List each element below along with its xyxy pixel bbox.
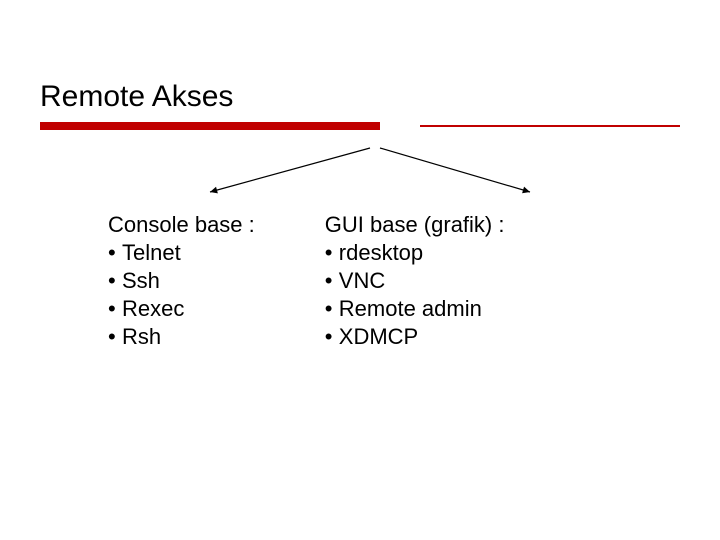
left-column-heading: Console base :: [108, 212, 255, 238]
title-underline: [40, 122, 680, 132]
list-item-label: Rexec: [122, 296, 184, 321]
right-column-heading: GUI base (grafik) :: [325, 212, 505, 238]
list-item: •Rsh: [108, 324, 255, 350]
list-item: •Ssh: [108, 268, 255, 294]
list-item-label: rdesktop: [339, 240, 423, 265]
list-item-label: Remote admin: [339, 296, 482, 321]
right-column: GUI base (grafik) : •rdesktop •VNC •Remo…: [325, 212, 505, 352]
columns: Console base : •Telnet •Ssh •Rexec •Rsh …: [40, 212, 680, 352]
underline-thick-bar: [40, 122, 380, 130]
list-item-label: Rsh: [122, 324, 161, 349]
list-item: •Rexec: [108, 296, 255, 322]
branch-arrows: [40, 142, 680, 202]
list-item-label: VNC: [339, 268, 385, 293]
list-item: •XDMCP: [325, 324, 505, 350]
arrows-svg: [40, 142, 680, 202]
list-item-label: Telnet: [122, 240, 181, 265]
list-item: •rdesktop: [325, 240, 505, 266]
list-item-label: Ssh: [122, 268, 160, 293]
left-column: Console base : •Telnet •Ssh •Rexec •Rsh: [108, 212, 255, 352]
slide: Remote Akses Console base : •Telnet •Ssh…: [0, 0, 720, 540]
list-item: •Telnet: [108, 240, 255, 266]
underline-thin-bar: [420, 125, 680, 127]
list-item-label: XDMCP: [339, 324, 418, 349]
list-item: •Remote admin: [325, 296, 505, 322]
slide-title: Remote Akses: [40, 80, 680, 114]
list-item: •VNC: [325, 268, 505, 294]
